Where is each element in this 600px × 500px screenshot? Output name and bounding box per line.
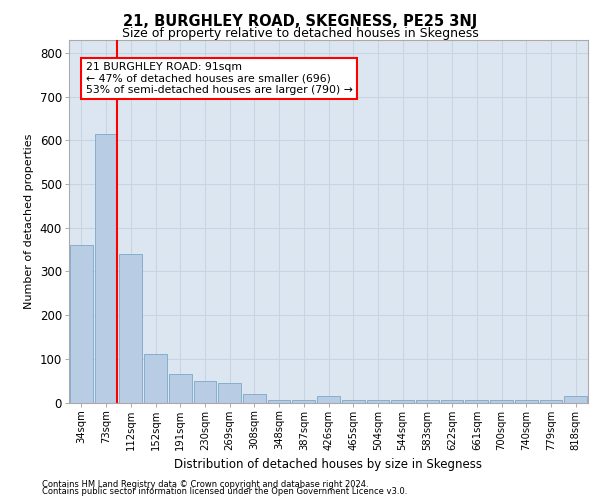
Bar (95, 134, 118, 402)
Bar (564, 396, 587, 402)
Bar (391, 400, 414, 402)
Text: Contains public sector information licensed under the Open Government Licence v3: Contains public sector information licen… (42, 488, 407, 496)
Bar (441, 400, 463, 402)
Bar (144, 354, 167, 403)
Text: 21, BURGHLEY ROAD, SKEGNESS, PE25 3NJ: 21, BURGHLEY ROAD, SKEGNESS, PE25 3NJ (123, 14, 477, 29)
Bar (119, 254, 142, 402)
Text: Contains HM Land Registry data © Crown copyright and database right 2024.: Contains HM Land Registry data © Crown c… (42, 480, 368, 489)
Bar (194, 380, 216, 402)
Bar (268, 400, 290, 402)
X-axis label: Distribution of detached houses by size in Skegness: Distribution of detached houses by size … (175, 458, 482, 471)
Bar (539, 400, 562, 402)
Y-axis label: Number of detached properties: Number of detached properties (24, 134, 34, 309)
Bar (515, 400, 538, 402)
Bar (169, 374, 191, 402)
Bar (490, 400, 513, 402)
Bar (218, 383, 241, 402)
Text: Size of property relative to detached houses in Skegness: Size of property relative to detached ho… (122, 28, 478, 40)
Bar (243, 394, 266, 402)
Text: 21 BURGHLEY ROAD: 91sqm
← 47% of detached houses are smaller (696)
53% of semi-d: 21 BURGHLEY ROAD: 91sqm ← 47% of detache… (86, 62, 353, 95)
Bar (342, 400, 365, 402)
Bar (466, 400, 488, 402)
Bar (70, 246, 93, 402)
Bar (416, 400, 439, 402)
Bar (317, 396, 340, 402)
Bar (292, 400, 315, 402)
Bar (367, 400, 389, 402)
